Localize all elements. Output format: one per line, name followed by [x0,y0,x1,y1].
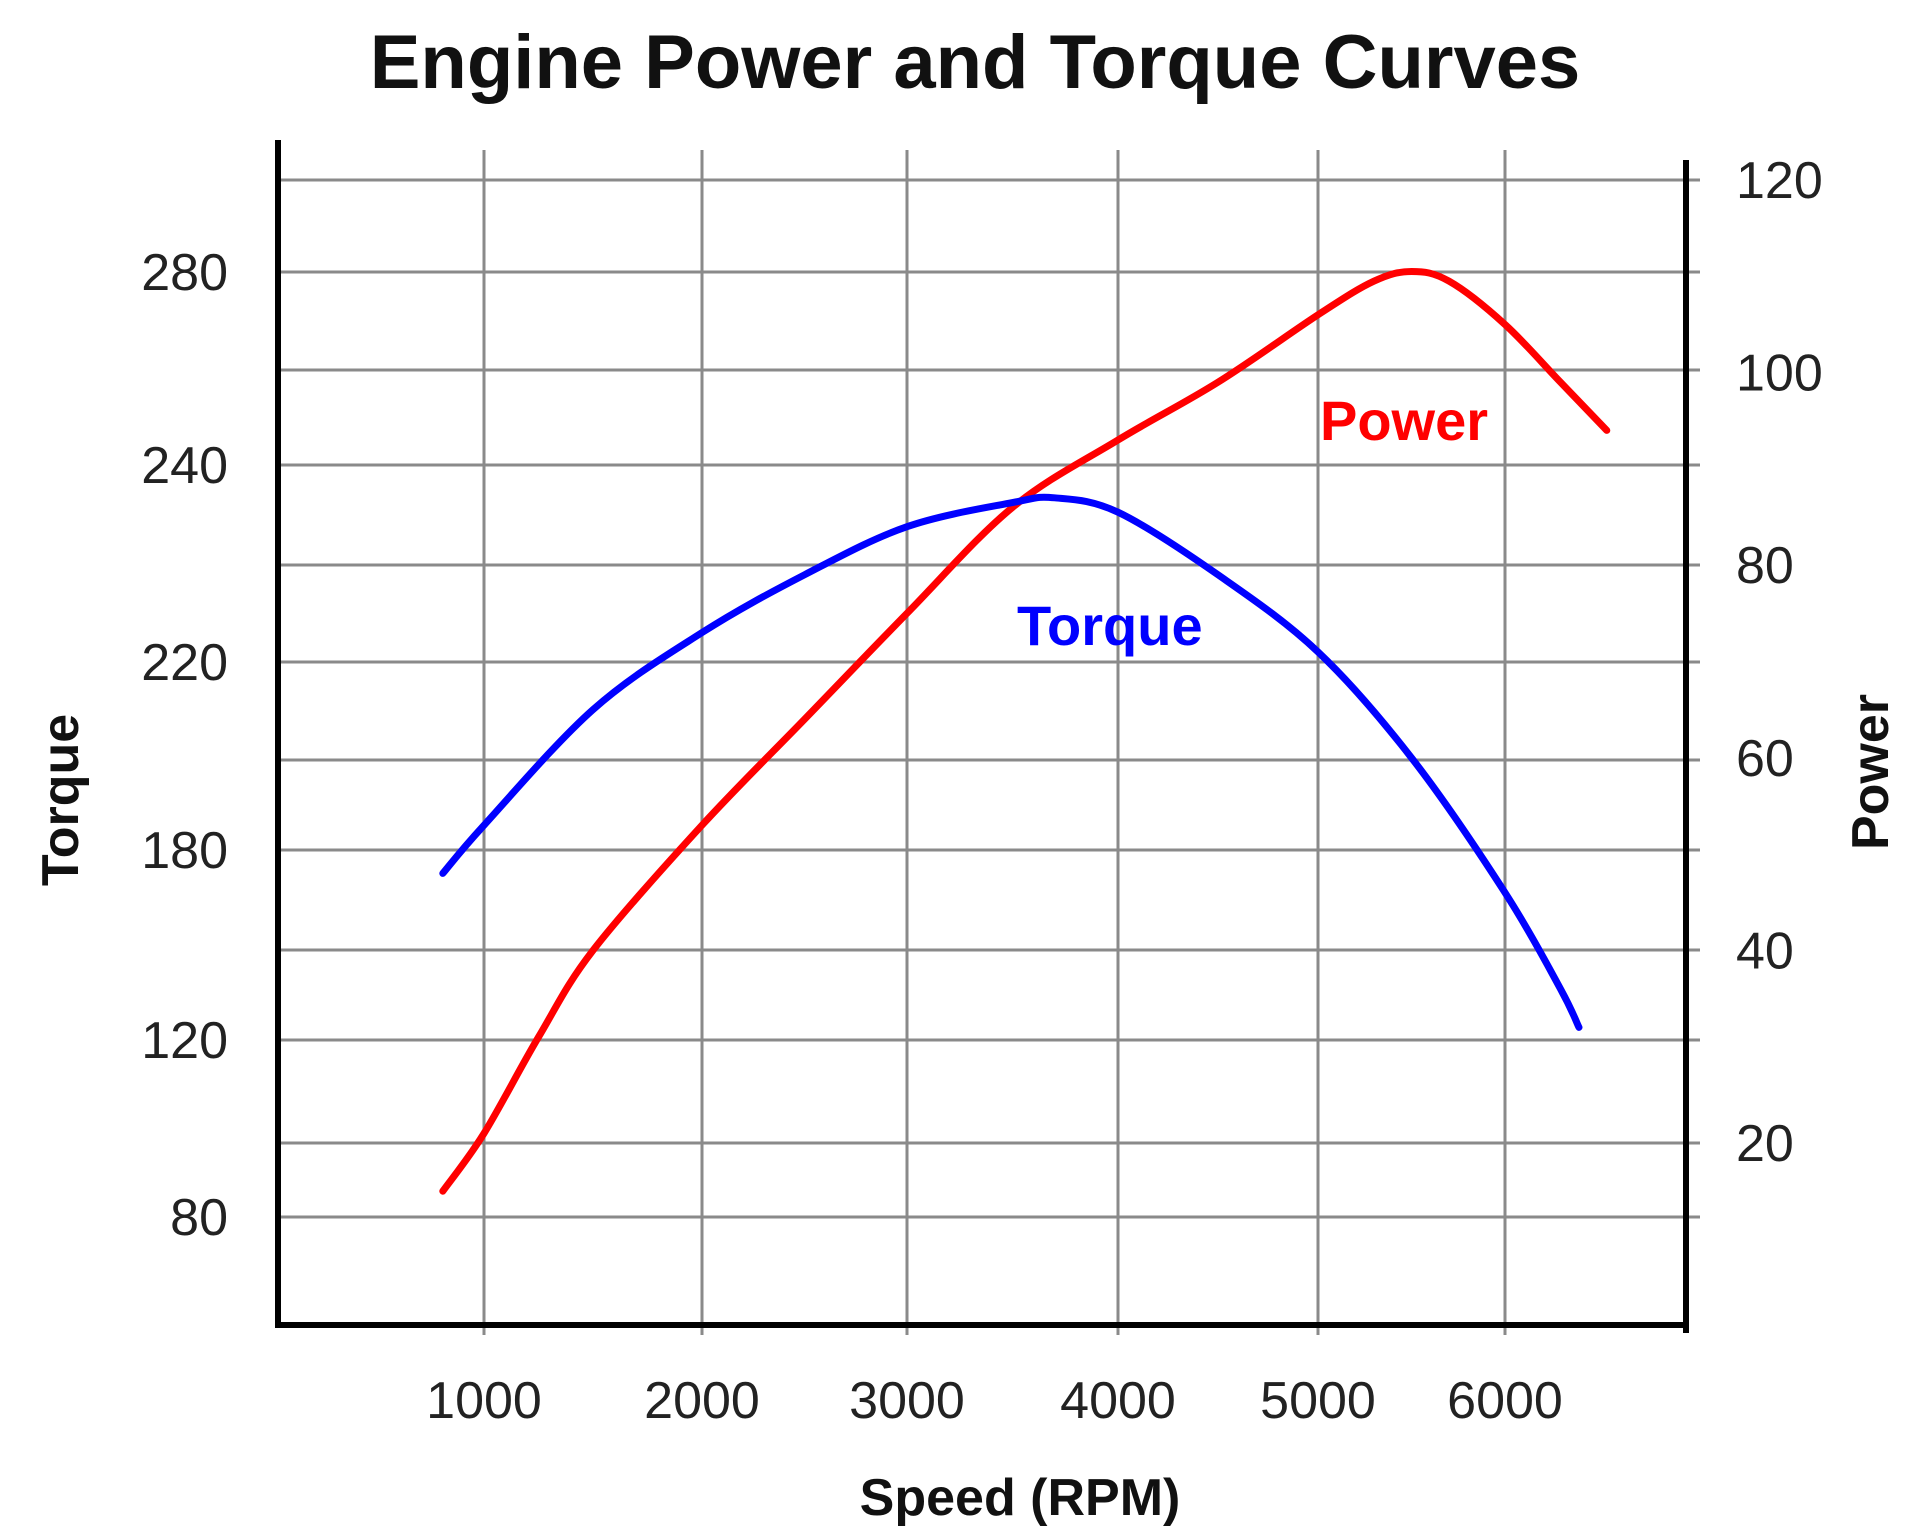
right-axis-label: Power [1842,694,1900,850]
left-axis-label: Torque [32,714,90,886]
series-line-power [439,268,1611,1195]
right-tick-label: 20 [1736,1115,1794,1173]
left-tick-label: 180 [141,822,228,880]
left-tick-labels: 80 120 180 220 240 280 [141,244,228,1247]
right-tick-label: 60 [1736,730,1794,788]
series-label-torque: Torque [1017,594,1203,657]
horizontal-gridlines [278,178,1700,1219]
left-tick-label: 220 [141,634,228,692]
left-tick-label: 240 [141,437,228,495]
right-tick-label: 100 [1736,345,1823,403]
left-tick-label: 80 [170,1189,228,1247]
left-tick-label: 280 [141,244,228,302]
x-tick-label: 2000 [644,1372,760,1430]
x-tick-label: 1000 [426,1372,542,1430]
x-tick-label: 5000 [1260,1372,1376,1430]
right-tick-label: 120 [1736,152,1823,210]
x-tick-label: 6000 [1447,1372,1563,1430]
x-tick-labels: 1000 2000 3000 4000 5000 6000 [426,1372,1563,1430]
x-tick-label: 3000 [849,1372,965,1430]
series-curves [439,268,1611,1195]
right-tick-labels: 20 40 60 80 100 120 [1736,152,1823,1173]
x-axis-label: Speed (RPM) [860,1469,1181,1527]
x-tick-label: 4000 [1060,1372,1176,1430]
left-tick-label: 120 [141,1012,228,1070]
vertical-gridlines [482,150,1507,1335]
series-label-power: Power [1320,389,1488,452]
right-tick-label: 40 [1736,922,1794,980]
right-tick-label: 80 [1736,537,1794,595]
chart-title: Engine Power and Torque Curves [370,20,1581,105]
series-line-torque [439,493,1583,1031]
